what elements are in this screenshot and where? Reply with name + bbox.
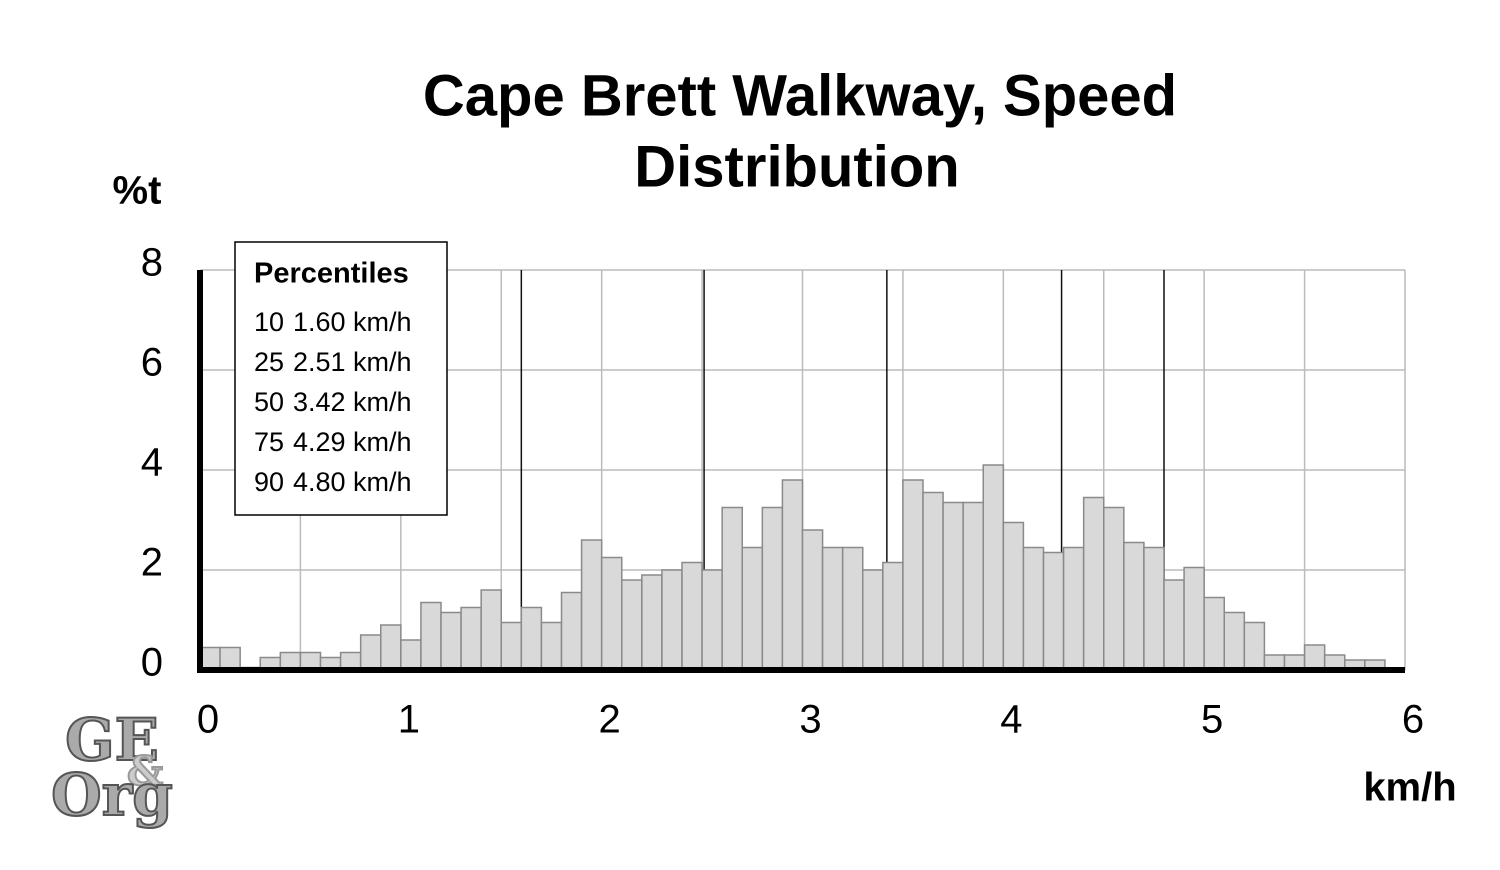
y-tick-label: 8	[141, 241, 163, 285]
x-tick-label: 4	[1000, 698, 1022, 742]
legend-title: Percentiles	[254, 258, 409, 290]
y-axis-label: %t	[113, 169, 162, 213]
logo-text: &	[127, 748, 163, 795]
bar	[1303, 644, 1326, 671]
logo: GE & Org	[50, 705, 174, 830]
x-tick-label: 6	[1402, 698, 1424, 742]
bar	[359, 634, 382, 671]
bar	[520, 606, 543, 671]
chart-title: Distribution	[634, 134, 959, 199]
legend-box	[234, 241, 448, 516]
y-tick-label: 0	[141, 641, 163, 685]
bar	[560, 591, 583, 671]
bar	[1103, 506, 1125, 671]
bar	[420, 601, 442, 671]
bar	[1002, 521, 1025, 671]
bar	[400, 639, 422, 671]
bar	[761, 506, 784, 671]
legend: Percentiles 10 1.60 km/h 25 2.51 km/h 50 3.42 …	[234, 241, 448, 516]
bar	[1243, 621, 1266, 671]
legend-percentile: 90	[254, 467, 284, 497]
bar	[942, 501, 964, 671]
bar	[1062, 546, 1085, 671]
bar	[841, 546, 864, 671]
bar	[862, 569, 884, 671]
bar	[1082, 496, 1105, 671]
logo-text: GE	[65, 706, 159, 774]
y-tick-label: 6	[141, 341, 163, 385]
bar	[721, 506, 744, 671]
bar	[962, 501, 985, 671]
bar	[661, 569, 683, 671]
bar	[801, 529, 824, 671]
logo-text: Org	[51, 761, 173, 829]
x-tick-label: 2	[599, 698, 621, 742]
legend-percentile: 10	[254, 307, 284, 337]
bar	[500, 621, 523, 671]
bar	[902, 479, 924, 671]
legend-value: 3.42 km/h	[293, 387, 412, 417]
bar	[681, 561, 703, 671]
legend-percentile: 50	[254, 387, 284, 417]
y-tick-label: 4	[141, 441, 163, 485]
x-tick-label: 1	[398, 698, 420, 742]
bar	[922, 491, 944, 671]
bar	[460, 606, 482, 671]
bar	[982, 464, 1005, 671]
x-axis-label: km/h	[1363, 766, 1456, 810]
bar	[781, 479, 804, 671]
bar	[1022, 546, 1045, 671]
legend-value: 4.80 km/h	[293, 467, 412, 497]
legend-percentile: 25	[254, 347, 284, 377]
bar	[540, 621, 563, 671]
bar	[480, 589, 502, 671]
bar	[1143, 546, 1165, 671]
bar	[701, 569, 723, 671]
bar	[1223, 611, 1246, 671]
bar	[641, 574, 663, 671]
bar	[1042, 551, 1065, 671]
bar	[1163, 579, 1185, 671]
bar	[621, 579, 643, 671]
bar	[741, 546, 764, 671]
bar	[1203, 596, 1225, 671]
chart-title: Cape Brett Walkway, Speed	[423, 63, 1177, 128]
bar	[1123, 541, 1145, 671]
bar	[380, 624, 402, 671]
bar	[580, 539, 603, 671]
x-tick-label: 0	[197, 698, 219, 742]
bar	[882, 561, 904, 671]
legend-value: 1.60 km/h	[293, 307, 412, 337]
x-tick-label: 5	[1201, 698, 1223, 742]
legend-percentile: 75	[254, 427, 284, 457]
bar	[219, 646, 241, 671]
y-tick-label: 2	[141, 541, 163, 585]
legend-value: 2.51 km/h	[293, 347, 412, 377]
bar	[1183, 566, 1205, 671]
bar	[440, 611, 462, 671]
bar	[821, 546, 844, 671]
bar	[600, 556, 623, 671]
legend-value: 4.29 km/h	[293, 427, 412, 457]
x-tick-label: 3	[799, 698, 821, 742]
bar	[199, 646, 221, 671]
